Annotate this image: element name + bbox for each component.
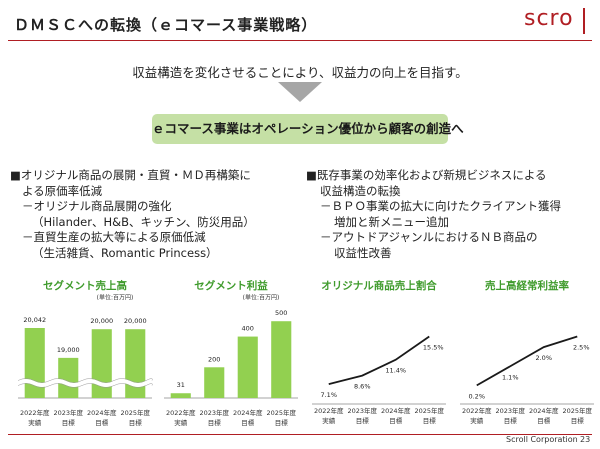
x-tick-label: 目標 — [423, 416, 437, 425]
x-tick-label: 実績 — [322, 416, 336, 425]
point-line: 増加と新メニュー追加 — [334, 214, 449, 229]
bar — [204, 367, 225, 398]
x-tick-label: 目標 — [504, 416, 518, 425]
x-tick-label: 目標 — [208, 418, 222, 427]
logo: scro — [524, 6, 574, 31]
chart-title: オリジナル商品売上割合 — [321, 279, 437, 292]
unit-label: (単位:百万円) — [243, 294, 280, 302]
x-tick-label: 実績 — [470, 416, 484, 425]
x-tick-label: 目標 — [62, 418, 76, 427]
chart-title: セグメント利益 — [194, 279, 268, 292]
x-tick-label: 2025年度 — [266, 408, 296, 417]
x-tick-label: 2022年度 — [314, 406, 344, 415]
bar — [58, 357, 79, 398]
header-rule — [8, 40, 592, 41]
value-label: 2.5% — [573, 344, 590, 352]
x-tick-label: 目標 — [537, 416, 551, 425]
left-points: ■オリジナル商品の展開・直貿・ＭＤ再構築に よる原価率低減 －オリジナル商品展開の強… — [10, 168, 255, 261]
x-tick-label: 2024年度 — [381, 406, 411, 415]
chart-title: 売上高経常利益率 — [485, 279, 569, 292]
value-label: 20,000 — [124, 317, 147, 325]
value-label: 20,000 — [90, 317, 113, 325]
x-tick-label: 2022年度 — [20, 408, 50, 417]
value-label: 500 — [275, 309, 287, 317]
value-label: 8.6% — [354, 383, 371, 391]
line — [476, 335, 578, 387]
x-tick-label: 目標 — [356, 416, 370, 425]
x-tick-label: 目標 — [129, 418, 143, 427]
x-tick-label: 2022年度 — [166, 408, 196, 417]
x-tick-label: 2023年度 — [495, 406, 525, 415]
slide-title: ＤＭＳＣへの転換（ｅコマース事業戦略） — [14, 16, 318, 34]
value-label: 20,042 — [23, 316, 46, 324]
bar — [91, 329, 112, 398]
logo-bar — [583, 8, 585, 34]
x-tick-label: 2023年度 — [53, 408, 83, 417]
point-line: （Hilander、H&B、キッチン、防災用品） — [32, 214, 255, 229]
axis-break-edge — [17, 378, 153, 388]
point-line: 収益構造の転換 — [320, 183, 401, 198]
x-tick-label: 2022年度 — [462, 406, 492, 415]
banner: ｅコマース事業はオペレーション優位から顧客の創造へ — [152, 114, 464, 144]
axis-break — [17, 379, 155, 387]
footer-company: Scroll Corporation — [506, 435, 578, 444]
value-label: 19,000 — [57, 346, 80, 354]
right-points: ■既存事業の効率化および新規ビジネスによる 収益構造の転換 －ＢＰＯ事業の拡大に向け… — [306, 168, 561, 261]
point-line: よる原価率低減 — [22, 183, 103, 198]
bar — [237, 336, 258, 398]
point-line: －ＢＰＯ事業の拡大に向けたクライアント獲得 — [320, 199, 562, 213]
x-tick-label: 2025年度 — [414, 406, 444, 415]
value-label: 7.1% — [320, 391, 337, 399]
footer-rule — [8, 434, 592, 435]
point-line: －アウトドアジャンルにおけるＮＢ商品の — [320, 230, 538, 244]
bar — [125, 329, 146, 398]
x-tick-label: 目標 — [275, 418, 289, 427]
x-tick-label: 2023年度 — [199, 408, 229, 417]
point-line: －オリジナル商品展開の強化 — [22, 199, 172, 213]
x-tick-label: 2025年度 — [562, 406, 592, 415]
charts: セグメント売上高(単位:百万円)2022年度実績2023年度目標2024年度目標… — [17, 279, 594, 427]
value-label: 11.4% — [385, 367, 406, 375]
x-tick-label: 2025年度 — [120, 408, 150, 417]
bar — [271, 321, 292, 398]
point-line: ■オリジナル商品の展開・直貿・ＭＤ再構築に — [10, 168, 251, 182]
value-label: 1.1% — [502, 373, 519, 381]
x-tick-label: 2024年度 — [529, 406, 559, 415]
x-tick-label: 目標 — [241, 418, 255, 427]
unit-label: (単位:百万円) — [97, 294, 134, 302]
value-label: 2.0% — [535, 354, 552, 362]
page-number: 23 — [580, 435, 591, 444]
x-tick-label: 2024年度 — [87, 408, 117, 417]
x-tick-label: 2024年度 — [233, 408, 263, 417]
arrow — [278, 82, 322, 102]
value-label: 31 — [177, 381, 185, 389]
value-label: 200 — [208, 355, 220, 363]
point-line: （生活雑貨、Romantic Princess） — [32, 245, 218, 260]
value-label: 400 — [242, 325, 254, 333]
lead-text: 収益構造を変化させることにより、収益力の向上を目指す。 — [132, 65, 468, 80]
x-tick-label: 目標 — [389, 416, 403, 425]
point-line: 収益性改善 — [334, 245, 392, 260]
point-line: －直貿生産の拡大等による原価低減 — [22, 230, 206, 244]
bar — [170, 393, 191, 398]
point-line: ■既存事業の効率化および新規ビジネスによる — [306, 168, 547, 182]
x-tick-label: 目標 — [571, 416, 585, 425]
x-tick-label: 目標 — [95, 418, 109, 427]
value-label: 15.5% — [423, 344, 444, 352]
chart-title: セグメント売上高 — [43, 279, 127, 292]
value-label: 0.2% — [468, 392, 485, 400]
line — [328, 335, 430, 385]
x-tick-label: 実績 — [174, 418, 188, 427]
x-tick-label: 2023年度 — [347, 406, 377, 415]
x-tick-label: 実績 — [28, 418, 42, 427]
